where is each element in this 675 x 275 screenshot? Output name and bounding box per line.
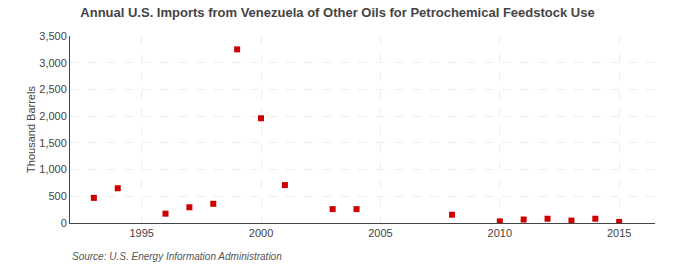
svg-text:Source: U.S. Energy Informatio: Source: U.S. Energy Information Administ… (72, 251, 282, 262)
svg-text:2000: 2000 (249, 227, 273, 239)
svg-text:3,500: 3,500 (39, 30, 67, 42)
svg-text:Thousand Barrels: Thousand Barrels (25, 86, 37, 173)
svg-text:500: 500 (48, 190, 66, 202)
svg-text:2010: 2010 (488, 227, 512, 239)
svg-text:Annual U.S. Imports from Venez: Annual U.S. Imports from Venezuela of Ot… (80, 5, 594, 20)
svg-text:2,500: 2,500 (39, 83, 67, 95)
svg-text:1,500: 1,500 (39, 137, 67, 149)
svg-text:0: 0 (61, 217, 67, 229)
svg-text:1,000: 1,000 (39, 163, 67, 175)
svg-text:2015: 2015 (607, 227, 631, 239)
svg-text:2,000: 2,000 (39, 110, 67, 122)
svg-text:3,000: 3,000 (39, 57, 67, 69)
svg-text:1995: 1995 (129, 227, 153, 239)
svg-text:2005: 2005 (368, 227, 392, 239)
